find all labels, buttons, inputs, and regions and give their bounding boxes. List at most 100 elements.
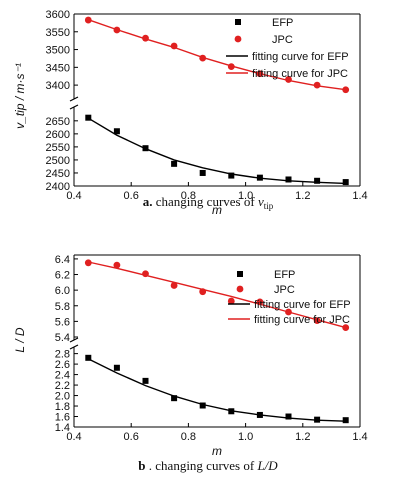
chart1-caption-letter: a. [143,194,153,209]
chart1-x-tick-label: 1.2 [295,190,310,202]
chart2-point-jpc [113,261,121,269]
chart2-y-tick-label: 6.4 [55,254,70,266]
chart2-caption-symbol: L/D [256,458,278,473]
chart2-x-tick-label: 0.4 [66,431,81,443]
chart2-point-jpc [313,317,321,324]
chart2-y-tick-label: 2.0 [55,391,70,403]
chart1-point-efp [142,145,149,152]
chart1-y-tick-label: 3550 [46,27,70,39]
chart2-point-efp [228,408,235,415]
chart1-legend-label: fitting curve for JPC [252,68,348,80]
chart1-point-efp [256,174,263,181]
chart1-point-jpc [313,81,321,89]
chart1-caption: a. changing curves of vtip [143,194,274,211]
chart1-series-line-2 [87,117,346,185]
chart2-y-tick-label: 2.6 [55,359,70,371]
chart2-point-efp [256,411,263,418]
chart1-break-mark [69,96,79,102]
chart1-legend-label: fitting curve for EFP [252,51,349,63]
chart1-point-jpc [227,63,235,71]
chart2-point-efp [113,364,120,371]
chart2-y-tick-label: 5.4 [55,332,70,344]
chart2-y-tick-label: 5.8 [55,301,70,313]
chart2-point-jpc [199,288,207,296]
chart2-point-jpc [84,259,92,267]
chart2-break-mark [69,344,79,350]
chart1-point-efp [342,179,349,186]
chart1-point-efp [285,176,292,183]
chart2-point-efp [314,416,321,423]
chart2-y-tick-label: 6.2 [55,270,70,282]
chart1-point-jpc [84,16,92,24]
chart1-x-tick-label: 0.6 [124,190,139,202]
chart1-x-tick-label: 1.4 [352,190,367,202]
chart1-y-tick-label: 3600 [46,9,70,21]
chart2-caption-text: . changing curves of [146,458,258,473]
chart1-point-efp [199,169,206,176]
chart1-y-tick-label: 2500 [46,155,70,167]
chart2-break-mark [69,337,79,343]
chart2-point-jpc [142,270,149,278]
chart2-legend-label: EFP [274,269,295,281]
chart1-x-tick-label: 1.0 [238,190,253,202]
chart1-point-jpc [256,70,264,78]
chart1-point-efp [171,160,178,167]
chart1-legend-swatch [235,19,241,25]
chart1-point-efp [85,114,92,121]
chart1-y-tick-label: 2400 [46,181,70,193]
chart2-legend-label: fitting curve for EFP [254,299,351,311]
chart2-legend-label: fitting curve for JPC [254,314,350,326]
chart2-x-tick-label: 1.0 [238,431,253,443]
chart1-series-line-3 [88,19,346,91]
chart1-caption-subscript: tip [264,201,274,211]
chart2-y-tick-label: 1.6 [55,412,70,424]
chart2-caption: b . changing curves of L/D [138,458,278,473]
chart1-legend-label: JPC [272,34,293,46]
chart2-x-tick-label: 0.6 [124,431,139,443]
chart2-x-axis-label: m [212,444,222,458]
chart2-y-tick-label: 2.8 [55,349,70,361]
chart1-y-tick-label: 2550 [46,142,70,154]
chart1-caption-symbol: v [258,194,264,209]
chart2-point-efp [285,413,292,420]
chart2-point-jpc [285,308,292,316]
chart1-point-jpc [199,54,207,62]
chart2-y-tick-label: 5.6 [55,316,70,328]
chart2-point-efp [342,417,349,424]
chart1-point-efp [113,128,120,135]
chart2-series-line-2 [87,358,346,422]
chart1-y-tick-label: 3450 [46,62,70,74]
chart1-legend-label: EFP [272,17,293,29]
chart1-break-mark [69,104,79,110]
chart1-y-tick-label: 2450 [46,168,70,180]
chart2-y-axis-label: L / D [13,327,27,352]
chart1-y-tick-label: 3500 [46,45,70,57]
chart2-y-tick-label: 1.8 [55,401,70,413]
chart2-point-jpc [170,282,178,289]
chart2-point-efp [171,395,178,402]
chart1-y-axis-label: v_tip / m·s⁻¹ [13,63,27,129]
chart2-x-tick-label: 0.8 [181,431,196,443]
chart1-point-jpc [342,86,350,94]
chart1-x-axis-label: m [212,203,222,217]
chart1-point-jpc [285,76,292,83]
chart2-point-efp [85,354,92,361]
chart1-point-efp [228,172,235,179]
chart2-y-tick-label: 1.4 [55,422,70,434]
chart1-x-tick-label: 0.4 [66,190,81,202]
chart1-point-jpc [170,42,178,50]
chart2-point-efp [142,377,149,384]
chart2-legend-label: JPC [274,284,295,296]
chart2-y-tick-label: 2.4 [55,370,70,382]
chart1-y-tick-label: 3400 [46,80,70,92]
chart2-point-jpc [256,298,264,306]
chart2-legend-swatch [237,271,243,277]
chart2-point-jpc [227,297,235,305]
chart2-x-tick-label: 1.4 [352,431,367,443]
chart2-y-tick-label: 6.0 [55,285,70,297]
chart1-y-tick-label: 2600 [46,129,70,141]
chart2-series-line-3 [88,261,346,329]
chart2-x-tick-label: 1.2 [295,431,310,443]
chart1-x-tick-label: 0.8 [181,190,196,202]
